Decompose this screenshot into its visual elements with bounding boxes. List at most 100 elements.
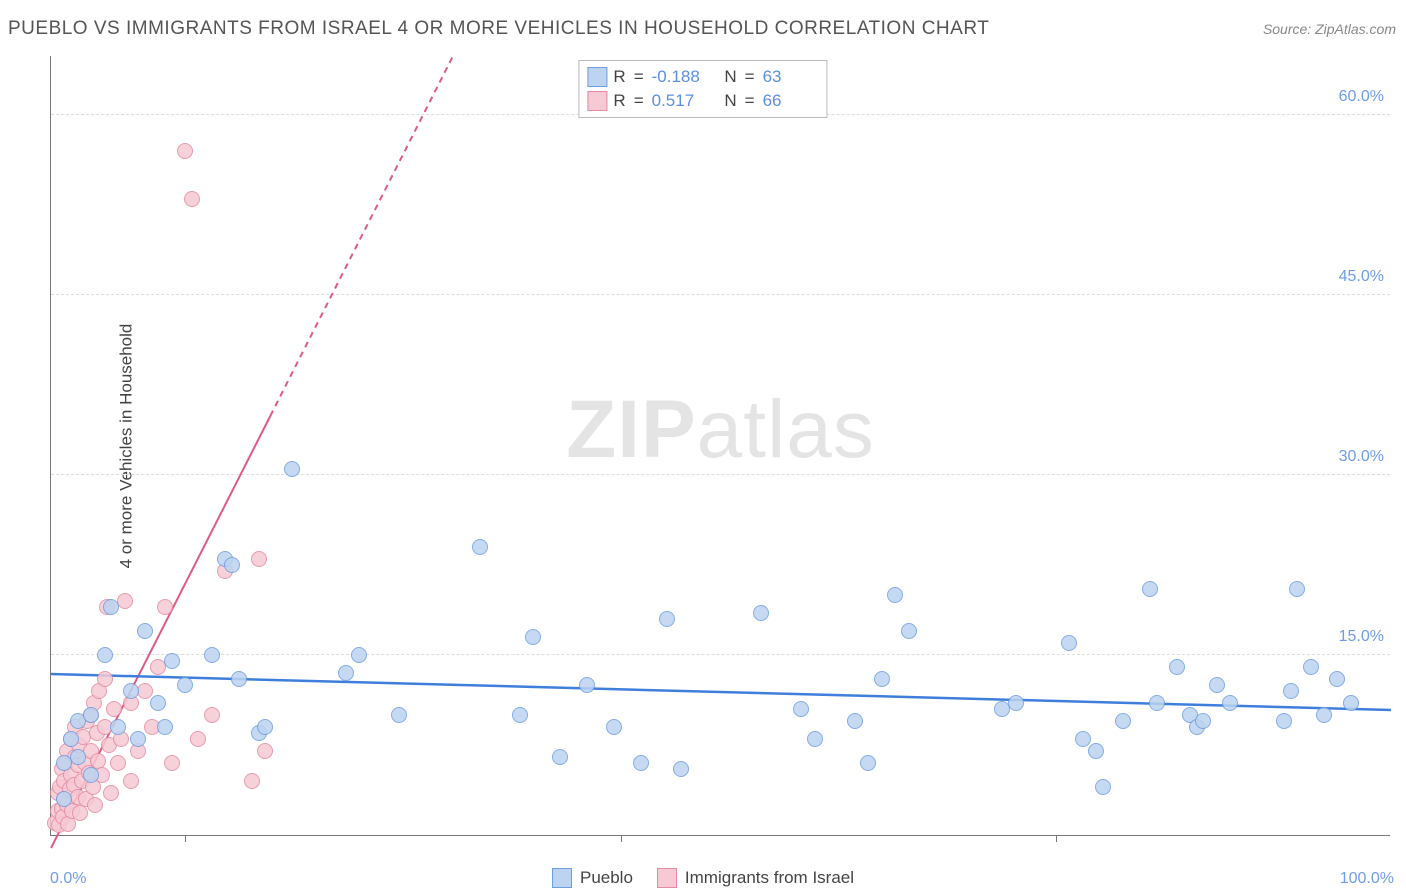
scatter-point bbox=[103, 599, 119, 615]
scatter-point bbox=[1283, 683, 1299, 699]
scatter-point bbox=[579, 677, 595, 693]
stats-n-label: N bbox=[724, 91, 736, 111]
scatter-point bbox=[257, 719, 273, 735]
scatter-point bbox=[87, 797, 103, 813]
legend-swatch-pueblo bbox=[552, 868, 572, 888]
scatter-point bbox=[1303, 659, 1319, 675]
scatter-point bbox=[177, 677, 193, 693]
scatter-point bbox=[164, 755, 180, 771]
x-tick-mark bbox=[621, 835, 622, 842]
scatter-point bbox=[1276, 713, 1292, 729]
scatter-point bbox=[1008, 695, 1024, 711]
scatter-point bbox=[1209, 677, 1225, 693]
equals-icon: = bbox=[634, 91, 644, 111]
x-tick-mark bbox=[1056, 835, 1057, 842]
scatter-point bbox=[1169, 659, 1185, 675]
scatter-point bbox=[106, 701, 122, 717]
stats-r-label: R bbox=[613, 67, 625, 87]
scatter-point bbox=[177, 143, 193, 159]
equals-icon: = bbox=[745, 67, 755, 87]
scatter-point bbox=[244, 773, 260, 789]
scatter-point bbox=[123, 773, 139, 789]
scatter-point bbox=[901, 623, 917, 639]
scatter-point bbox=[164, 653, 180, 669]
x-axis-min-label: 0.0% bbox=[50, 870, 86, 888]
scatter-point bbox=[224, 557, 240, 573]
scatter-point bbox=[284, 461, 300, 477]
scatter-point bbox=[123, 683, 139, 699]
scatter-point bbox=[887, 587, 903, 603]
scatter-point bbox=[72, 805, 88, 821]
scatter-point bbox=[1329, 671, 1345, 687]
scatter-point bbox=[257, 743, 273, 759]
legend-swatch-israel bbox=[657, 868, 677, 888]
stats-r-value-pueblo: -0.188 bbox=[652, 67, 708, 87]
scatter-point bbox=[391, 707, 407, 723]
stats-n-label: N bbox=[724, 67, 736, 87]
header: PUEBLO VS IMMIGRANTS FROM ISRAEL 4 OR MO… bbox=[8, 18, 1396, 40]
scatter-point bbox=[525, 629, 541, 645]
scatter-point bbox=[251, 551, 267, 567]
scatter-point bbox=[753, 605, 769, 621]
scatter-point bbox=[1195, 713, 1211, 729]
scatter-point bbox=[150, 695, 166, 711]
equals-icon: = bbox=[745, 91, 755, 111]
scatter-point bbox=[673, 761, 689, 777]
stats-box: R = -0.188 N = 63 R = 0.517 N = 66 bbox=[578, 60, 827, 118]
scatter-point bbox=[83, 767, 99, 783]
scatter-point bbox=[1061, 635, 1077, 651]
scatter-point bbox=[351, 647, 367, 663]
scatter-point bbox=[63, 731, 79, 747]
plot-area: ZIPatlas 15.0%30.0%45.0%60.0% bbox=[50, 56, 1390, 836]
scatter-point bbox=[472, 539, 488, 555]
scatter-point bbox=[97, 671, 113, 687]
legend-label-pueblo: Pueblo bbox=[580, 868, 633, 888]
scatter-point bbox=[184, 191, 200, 207]
chart-title: PUEBLO VS IMMIGRANTS FROM ISRAEL 4 OR MO… bbox=[8, 18, 989, 40]
scatter-point bbox=[659, 611, 675, 627]
scatter-point bbox=[1088, 743, 1104, 759]
swatch-pueblo bbox=[587, 67, 607, 87]
scatter-point bbox=[157, 599, 173, 615]
stats-n-value-israel: 66 bbox=[763, 91, 819, 111]
swatch-israel bbox=[587, 91, 607, 111]
stats-row-pueblo: R = -0.188 N = 63 bbox=[587, 65, 818, 89]
scatter-point bbox=[130, 731, 146, 747]
scatter-point bbox=[110, 755, 126, 771]
legend: Pueblo Immigrants from Israel bbox=[552, 868, 854, 888]
scatter-point bbox=[860, 755, 876, 771]
scatter-point bbox=[110, 719, 126, 735]
scatter-point bbox=[847, 713, 863, 729]
scatter-point bbox=[1142, 581, 1158, 597]
scatter-point bbox=[83, 707, 99, 723]
scatter-point bbox=[552, 749, 568, 765]
scatter-point bbox=[204, 647, 220, 663]
legend-item-pueblo: Pueblo bbox=[552, 868, 633, 888]
scatter-point bbox=[807, 731, 823, 747]
scatter-point bbox=[190, 731, 206, 747]
scatter-point bbox=[1075, 731, 1091, 747]
stats-r-label: R bbox=[613, 91, 625, 111]
scatter-point bbox=[1115, 713, 1131, 729]
scatter-point bbox=[231, 671, 247, 687]
x-axis-max-label: 100.0% bbox=[1340, 870, 1394, 888]
scatter-point bbox=[157, 719, 173, 735]
stats-r-value-israel: 0.517 bbox=[652, 91, 708, 111]
scatter-point bbox=[56, 791, 72, 807]
scatter-point bbox=[1149, 695, 1165, 711]
scatter-point bbox=[137, 623, 153, 639]
scatter-point bbox=[1222, 695, 1238, 711]
source-label: Source: ZipAtlas.com bbox=[1263, 21, 1396, 37]
scatter-point bbox=[97, 647, 113, 663]
stats-n-value-pueblo: 63 bbox=[763, 67, 819, 87]
chart-container: PUEBLO VS IMMIGRANTS FROM ISRAEL 4 OR MO… bbox=[0, 0, 1406, 892]
stats-row-israel: R = 0.517 N = 66 bbox=[587, 89, 818, 113]
equals-icon: = bbox=[634, 67, 644, 87]
scatter-point bbox=[793, 701, 809, 717]
scatter-point bbox=[70, 749, 86, 765]
scatter-point bbox=[103, 785, 119, 801]
scatter-point bbox=[338, 665, 354, 681]
legend-label-israel: Immigrants from Israel bbox=[685, 868, 854, 888]
scatter-point bbox=[204, 707, 220, 723]
legend-item-israel: Immigrants from Israel bbox=[657, 868, 854, 888]
